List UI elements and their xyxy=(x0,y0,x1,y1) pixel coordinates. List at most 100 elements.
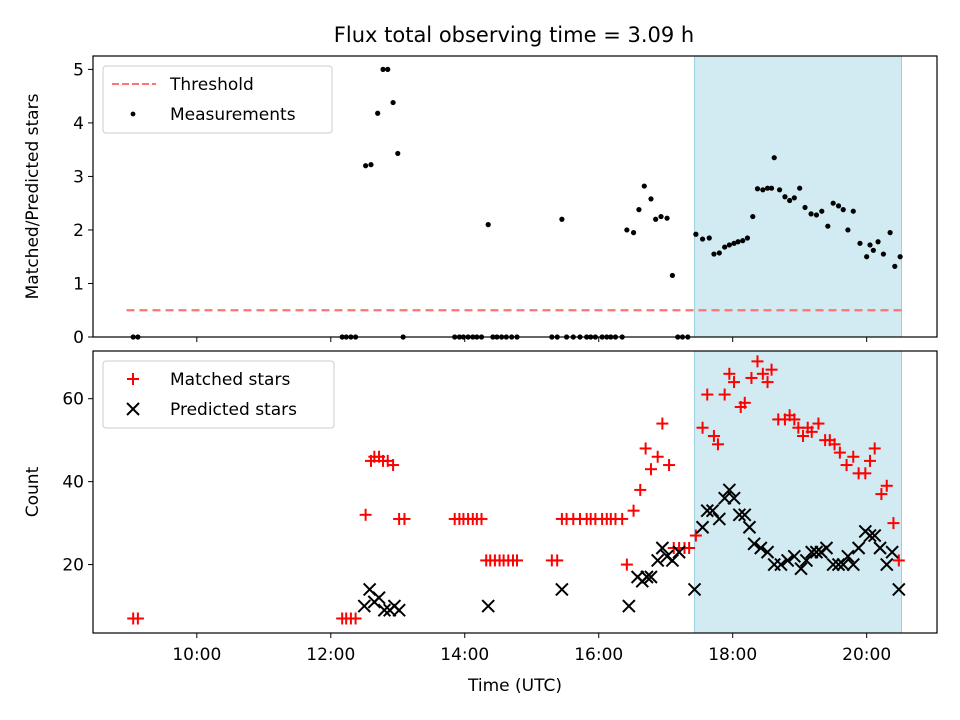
predicted-star-point xyxy=(640,570,654,584)
measurement-point xyxy=(740,238,746,244)
measurement-point xyxy=(385,66,391,72)
top-ytick-label: 5 xyxy=(73,60,84,80)
matched-star-point xyxy=(634,483,647,496)
matched-star-point xyxy=(627,504,640,517)
matched-star-point xyxy=(738,396,751,409)
measurement-point xyxy=(819,208,825,214)
matched-star-point xyxy=(511,554,524,567)
measurement-point xyxy=(726,242,732,248)
matched-star-point xyxy=(880,479,893,492)
bottom-marks xyxy=(127,355,906,625)
measurement-point xyxy=(368,162,374,168)
measurement-point xyxy=(813,212,820,218)
top-ytick-label: 0 xyxy=(73,328,84,348)
matched-star-point xyxy=(718,388,731,401)
measurement-point xyxy=(375,110,381,116)
matched-star-point xyxy=(887,517,900,530)
matched-star-point xyxy=(864,454,877,467)
predicted-star-point xyxy=(357,599,371,613)
matched-star-point xyxy=(745,371,758,384)
predicted-star-point xyxy=(774,557,788,572)
predicted-star-point xyxy=(738,508,752,522)
xtick-label: 14:00 xyxy=(440,645,489,665)
matched-star-point xyxy=(663,459,676,472)
top-legend-box xyxy=(102,65,333,134)
measurement-point xyxy=(870,247,876,253)
highlight-span-top xyxy=(694,55,902,338)
matched-star-point xyxy=(359,508,372,521)
top-ytick-label: 4 xyxy=(73,114,84,134)
matched-star-point xyxy=(805,425,818,438)
matched-star-point xyxy=(828,438,841,451)
measurement-point xyxy=(693,231,699,237)
figure-title: Flux total observing time = 3.09 h xyxy=(334,23,694,47)
measurement-point xyxy=(706,235,712,241)
matched-star-point xyxy=(840,459,853,472)
matched-star-point xyxy=(711,438,724,451)
measurement-point xyxy=(835,203,842,209)
bottom-y-ticks: 20 40 60 xyxy=(62,390,93,576)
measurement-point xyxy=(395,150,401,157)
matched-star-point xyxy=(639,442,652,455)
predicted-star-point xyxy=(892,582,906,597)
predicted-star-point xyxy=(787,549,802,563)
top-marks xyxy=(126,66,904,340)
bottom-legend: Matched stars Predicted stars xyxy=(102,360,335,429)
xtick-label: 12:00 xyxy=(306,645,355,665)
measurement-point xyxy=(875,239,881,245)
legend-matched-label: Matched stars xyxy=(170,370,290,390)
bottom-panel: 20 40 60 10:00 12:00 14:00 16:00 18:00 20:00 Co… xyxy=(23,350,938,696)
measurement-point xyxy=(559,216,565,222)
top-panel: 0 1 2 3 4 5 Matched/Predicted stars Threshold… xyxy=(23,55,938,348)
predicted-star-point xyxy=(867,528,882,543)
matched-star-point xyxy=(387,459,400,472)
matched-star-point xyxy=(751,355,764,368)
measurement-point xyxy=(867,242,873,248)
matched-star-point xyxy=(644,463,657,476)
measurement-point xyxy=(857,240,863,246)
predicted-star-point xyxy=(672,545,686,559)
predicted-star-point xyxy=(372,591,386,605)
matched-star-point xyxy=(765,363,778,376)
predicted-star-point xyxy=(873,541,887,555)
legend-predicted-swatch xyxy=(126,402,140,416)
matched-star-point xyxy=(761,376,774,389)
matched-star-point xyxy=(475,512,488,525)
measurement-point xyxy=(731,240,737,246)
measurement-point xyxy=(864,254,870,260)
matched-star-point xyxy=(620,558,633,571)
predicted-star-point xyxy=(705,503,720,518)
measurement-point xyxy=(776,187,783,193)
predicted-star-point xyxy=(700,503,714,518)
measurement-point xyxy=(648,196,654,202)
predicted-star-point xyxy=(622,599,636,613)
matched-star-point xyxy=(788,413,801,426)
measurement-point xyxy=(653,216,659,222)
measurement-point xyxy=(787,197,793,204)
xtick-label: 10:00 xyxy=(172,645,221,665)
predicted-star-point xyxy=(665,553,680,568)
measurement-point xyxy=(797,185,803,191)
measurement-point xyxy=(485,222,491,228)
measurement-point xyxy=(722,244,728,250)
bottom-legend-box xyxy=(102,360,335,429)
predicted-star-point xyxy=(742,520,757,534)
measurement-point xyxy=(664,215,670,221)
measurement-point xyxy=(669,272,676,279)
bottom-ytick-label: 40 xyxy=(62,473,84,493)
predicted-star-point xyxy=(650,553,665,568)
measurement-point xyxy=(802,204,808,211)
predicted-star-point xyxy=(732,508,747,522)
measurement-point xyxy=(771,155,777,161)
measurement-point xyxy=(744,235,751,241)
matched-star-point xyxy=(651,450,664,463)
legend-threshold-label: Threshold xyxy=(169,75,254,95)
matched-star-point xyxy=(723,367,736,380)
matched-star-point xyxy=(847,450,860,463)
legend-matched-swatch xyxy=(127,373,139,385)
measurement-point xyxy=(754,186,761,192)
predicted-star-point xyxy=(392,603,406,617)
measurement-point xyxy=(840,207,846,213)
predicted-star-point xyxy=(885,545,899,559)
predicted-star-point xyxy=(794,562,808,576)
